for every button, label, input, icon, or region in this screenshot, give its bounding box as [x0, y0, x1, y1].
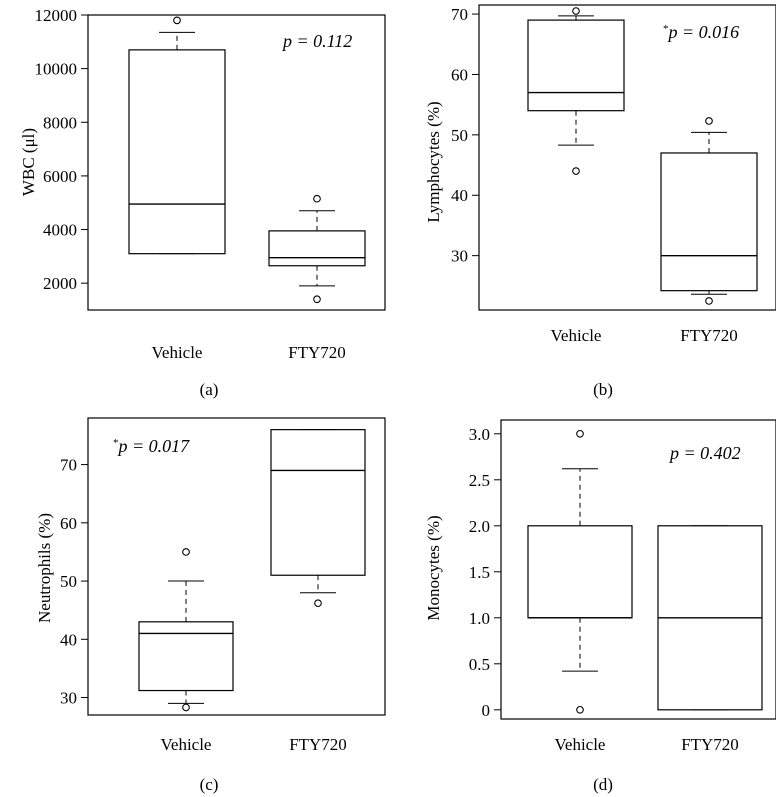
- x-tick-label-vehicle: Vehicle: [555, 735, 606, 754]
- box-vehicle: [527, 19, 625, 112]
- p-value-text: p = 0.017: [117, 436, 191, 456]
- box-fty720: [268, 230, 366, 267]
- box-marks: [527, 429, 763, 714]
- p-value-prefix: *: [663, 23, 669, 35]
- panel-label: (d): [593, 775, 613, 794]
- y-tick-label: 50: [60, 572, 77, 591]
- y-tick-label: 70: [60, 456, 77, 475]
- y-tick-label: 8000: [43, 113, 77, 132]
- x-tick-label-vehicle: Vehicle: [152, 343, 203, 362]
- y-tick-label: 40: [451, 186, 468, 205]
- outlier-point-vehicle: [572, 167, 580, 175]
- y-tick-label: 0.5: [469, 655, 490, 674]
- y-tick-label: 1.0: [469, 609, 490, 628]
- y-tick-label: 3.0: [469, 425, 490, 444]
- x-tick-label-fty720: FTY720: [680, 326, 738, 345]
- p-value-annotation: p = 0.112: [281, 31, 352, 51]
- y-axis-label: Neutrophils (%): [35, 513, 54, 623]
- outlier-point-vehicle: [576, 705, 584, 714]
- y-ticks: 2000 4000 6000 8000 10000 12000: [35, 6, 88, 293]
- outlier-point-vehicle: [173, 16, 181, 25]
- p-value-annotation: *p = 0.016: [663, 22, 739, 42]
- outlier-point-fty720: [314, 599, 322, 608]
- y-tick-label: 1.5: [469, 563, 490, 582]
- outlier-point-fty720: [705, 117, 713, 125]
- outlier-point-fty720: [313, 194, 321, 203]
- p-value-text: p = 0.402: [668, 443, 741, 463]
- p-value-text: p = 0.016: [667, 22, 740, 42]
- x-tick-label-vehicle: Vehicle: [161, 735, 212, 754]
- y-tick-label: 6000: [43, 167, 77, 186]
- y-tick-label: 60: [451, 65, 468, 84]
- panel-b: 30 40 50 60 70 Lymphocytes (%) Vehicle FTY72…: [424, 4, 776, 399]
- y-tick-label: 50: [451, 126, 468, 145]
- y-tick-label: 30: [60, 689, 77, 708]
- outlier-point-vehicle: [572, 7, 580, 15]
- y-tick-label: 40: [60, 630, 77, 649]
- panel-c: 30 40 50 60 70 Neutrophils (%) Vehicle FTY72…: [35, 417, 386, 794]
- x-tick-label-vehicle: Vehicle: [551, 326, 602, 345]
- box-vehicle: [128, 49, 226, 255]
- y-ticks: 30 40 50 60 70: [451, 5, 479, 266]
- p-value-text: p = 0.112: [281, 31, 352, 51]
- y-tick-label: 4000: [43, 221, 77, 240]
- x-tick-label-fty720: FTY720: [681, 735, 739, 754]
- panel-a: 2000 4000 6000 8000 10000 12000 WBC (μl) Vehi…: [19, 6, 386, 399]
- box-vehicle: [138, 621, 234, 692]
- x-tick-label-fty720: FTY720: [289, 735, 347, 754]
- y-axis-label: Monocytes (%): [424, 515, 443, 620]
- outlier-point-vehicle: [576, 429, 584, 438]
- y-tick-label: 70: [451, 5, 468, 24]
- panel-label: (b): [593, 380, 613, 399]
- panel-d: 0 0.5 1.0 1.5 2.0 2.5 3.0 Monocytes (%) Vehicl…: [424, 419, 776, 794]
- y-tick-label: 2000: [43, 274, 77, 293]
- y-axis-label: WBC (μl): [19, 128, 38, 196]
- box-fty720: [660, 152, 758, 292]
- outlier-point-fty720: [705, 297, 713, 305]
- y-tick-label: 0: [482, 701, 491, 720]
- y-ticks: 0 0.5 1.0 1.5 2.0 2.5 3.0: [469, 425, 501, 720]
- box-fty720: [270, 429, 366, 576]
- y-ticks: 30 40 50 60 70: [60, 456, 88, 708]
- panel-label: (a): [200, 380, 219, 399]
- y-tick-label: 30: [451, 247, 468, 266]
- y-axis-label: Lymphocytes (%): [424, 101, 443, 222]
- box-marks: [527, 7, 758, 305]
- x-tick-label-fty720: FTY720: [288, 343, 346, 362]
- y-tick-label: 12000: [35, 6, 78, 25]
- y-tick-label: 2.5: [469, 471, 490, 490]
- box-marks: [138, 429, 366, 712]
- y-tick-label: 2.0: [469, 517, 490, 536]
- p-value-annotation: p = 0.402: [668, 443, 741, 463]
- y-tick-label: 10000: [35, 60, 78, 79]
- p-value-annotation: *p = 0.017: [113, 436, 190, 456]
- outlier-point-vehicle: [182, 703, 190, 712]
- box-marks: [128, 16, 366, 304]
- outlier-point-fty720: [313, 295, 321, 304]
- p-value-prefix: *: [113, 437, 119, 449]
- outlier-point-vehicle: [182, 548, 190, 556]
- y-tick-label: 60: [60, 514, 77, 533]
- box-vehicle: [527, 525, 633, 619]
- panel-label: (c): [200, 775, 219, 794]
